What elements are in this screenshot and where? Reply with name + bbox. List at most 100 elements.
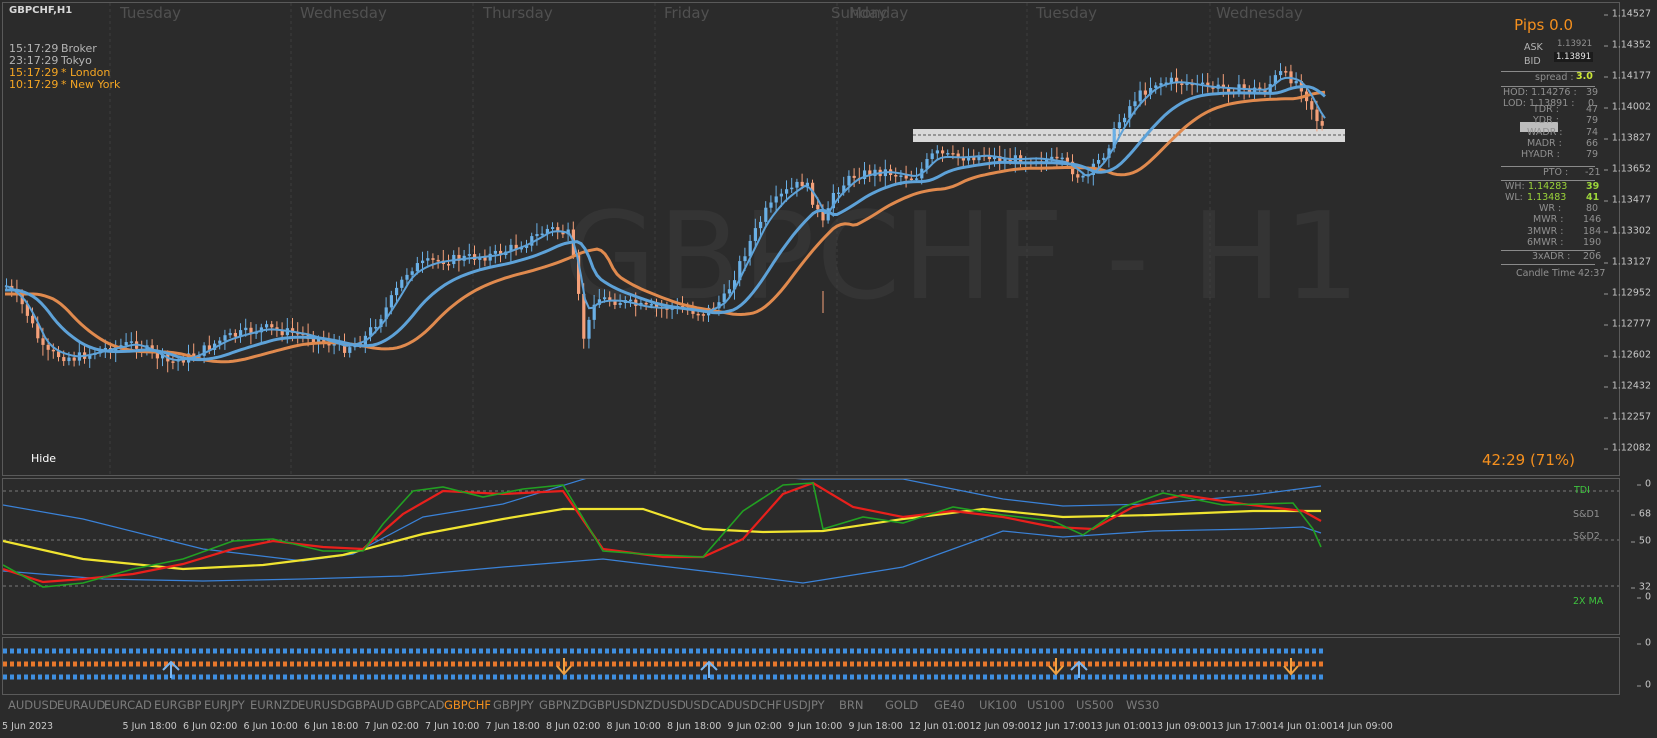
candle-body bbox=[379, 319, 383, 327]
time-tick: 14 Jun 09:00 bbox=[1332, 721, 1393, 732]
symbol-tab-euraud[interactable]: EURAUD bbox=[57, 698, 106, 712]
candle-body bbox=[1128, 106, 1132, 118]
candle-body bbox=[525, 245, 529, 248]
symbol-tab-brn[interactable]: BRN bbox=[839, 698, 864, 712]
symbol-tab-us500[interactable]: US500 bbox=[1076, 698, 1114, 712]
candle-body bbox=[1169, 77, 1173, 83]
candle-body bbox=[1294, 81, 1298, 84]
candle-body bbox=[1221, 84, 1225, 88]
symbol-tab-gbpaud[interactable]: GBPAUD bbox=[346, 698, 395, 712]
candle-body bbox=[46, 344, 50, 350]
candle-body bbox=[727, 289, 731, 294]
stat-value: 47 bbox=[1586, 104, 1599, 115]
candle-body bbox=[1201, 82, 1205, 85]
candle-body bbox=[119, 345, 123, 347]
candle-body bbox=[1206, 82, 1210, 87]
candle-body bbox=[909, 178, 913, 181]
symbol-tab-audusd[interactable]: AUDUSD bbox=[8, 698, 58, 712]
separator bbox=[1501, 86, 1595, 87]
candle-body bbox=[389, 295, 393, 308]
tdi-indicator-pane[interactable]: TDI S&D1 S&D2 2X MA bbox=[2, 478, 1620, 635]
candle-body bbox=[1263, 89, 1267, 93]
time-tick: 8 Jun 18:00 bbox=[667, 721, 722, 732]
candle-body bbox=[129, 341, 133, 343]
candle-body bbox=[150, 345, 154, 351]
candle-body bbox=[275, 327, 279, 330]
candle-body bbox=[863, 170, 867, 180]
range-label: 6MWR : bbox=[1527, 236, 1564, 248]
symbol-tab-gbpchf[interactable]: GBPCHF bbox=[444, 698, 492, 712]
candle-body bbox=[1107, 148, 1111, 158]
price-chart-pane[interactable]: GBPCHF - H1 GBPCHF,H1 Tuesday Wednesday Th… bbox=[2, 2, 1620, 476]
tdi-tick: 68 bbox=[1630, 508, 1651, 520]
price-tick: 1.12777 bbox=[1603, 318, 1651, 330]
candle-body bbox=[1076, 174, 1080, 178]
ask-label: ASK bbox=[1524, 42, 1543, 53]
symbol-tab-eurcad[interactable]: EURCAD bbox=[104, 698, 152, 712]
lod-value: 0 bbox=[1588, 98, 1595, 109]
candle-body bbox=[1175, 77, 1179, 84]
sd2-label: S&D2 bbox=[1573, 531, 1600, 542]
symbol-tab-eurusd[interactable]: EURUSD bbox=[298, 698, 347, 712]
symbol-tab-gbpusd[interactable]: GBPUSD bbox=[588, 698, 637, 712]
candle-body bbox=[545, 228, 549, 234]
signal-tick: 0 bbox=[1636, 679, 1651, 691]
tdi-canvas bbox=[3, 479, 1619, 588]
symbol-tab-gbpnzd[interactable]: GBPNZD bbox=[539, 698, 589, 712]
symbol-tab-uk100[interactable]: UK100 bbox=[979, 698, 1017, 712]
candle-body bbox=[993, 156, 997, 160]
arrow-up-icon bbox=[1070, 660, 1088, 678]
symbol-tab-eurjpy[interactable]: EURJPY bbox=[204, 698, 245, 712]
candle-body bbox=[1117, 122, 1121, 129]
symbol-tab-gbpcad[interactable]: GBPCAD bbox=[396, 698, 445, 712]
time-tick: 6 Jun 02:00 bbox=[183, 721, 238, 732]
signal-indicator-pane[interactable] bbox=[2, 637, 1620, 695]
candle-body bbox=[852, 175, 856, 178]
symbol-tab-ge40[interactable]: GE40 bbox=[934, 698, 965, 712]
candle-body bbox=[811, 182, 815, 205]
candle-body bbox=[395, 287, 399, 296]
arrow-up-icon bbox=[162, 660, 180, 678]
stat-value: 79 bbox=[1586, 149, 1599, 161]
candle-body bbox=[613, 301, 617, 305]
candle-body bbox=[1112, 128, 1116, 149]
symbol-tab-gold[interactable]: GOLD bbox=[885, 698, 919, 712]
time-tick: 7 Jun 10:00 bbox=[425, 721, 480, 732]
symbol-tab-gbpjpy[interactable]: GBPJPY bbox=[493, 698, 534, 712]
symbol-tab-eurnzd[interactable]: EURNZD bbox=[250, 698, 300, 712]
symbol-tab-us100[interactable]: US100 bbox=[1027, 698, 1065, 712]
candle-body bbox=[733, 280, 737, 290]
symbol-tab-eurgbp[interactable]: EURGBP bbox=[154, 698, 202, 712]
candle-body bbox=[722, 293, 726, 303]
symbol-tab-usdchf[interactable]: USDCHF bbox=[734, 698, 782, 712]
candle-body bbox=[457, 254, 461, 261]
candle-body bbox=[41, 338, 45, 345]
symbol-tab-usdjpy[interactable]: USDJPY bbox=[783, 698, 825, 712]
price-chart-canvas[interactable] bbox=[3, 3, 1619, 475]
moving-average-mid bbox=[4, 76, 1326, 362]
spread-value: 3.0 bbox=[1576, 71, 1593, 82]
chart-watermark: GBPCHF - H1 bbox=[563, 188, 1362, 327]
candle-body bbox=[280, 329, 284, 336]
candle-body bbox=[228, 332, 232, 336]
symbol-tab-ws30[interactable]: WS30 bbox=[1126, 698, 1160, 712]
tdi-tick: 0 bbox=[1636, 591, 1651, 603]
session-time: 15:17:29 bbox=[9, 42, 59, 55]
hide-button[interactable]: Hide bbox=[31, 452, 57, 465]
separator bbox=[1501, 264, 1595, 265]
symbol-tab-nzdusd[interactable]: NZDUSD bbox=[636, 698, 686, 712]
candle-body bbox=[447, 263, 451, 266]
price-tick: 1.12952 bbox=[1603, 287, 1651, 299]
time-tick: 9 Jun 18:00 bbox=[848, 721, 903, 732]
candle-body bbox=[603, 297, 607, 300]
candle-body bbox=[1050, 156, 1054, 160]
symbol-tab-usdcad[interactable]: USDCAD bbox=[685, 698, 735, 712]
day-label: Thursday bbox=[483, 4, 553, 22]
time-tick: 8 Jun 10:00 bbox=[606, 721, 661, 732]
stat-value: 79 bbox=[1586, 115, 1599, 127]
time-tick: 12 Jun 17:00 bbox=[1030, 721, 1091, 732]
candle-body bbox=[769, 202, 773, 208]
candle-body bbox=[701, 314, 705, 316]
range-value: 146 bbox=[1583, 214, 1602, 226]
range-value: 190 bbox=[1583, 236, 1602, 248]
